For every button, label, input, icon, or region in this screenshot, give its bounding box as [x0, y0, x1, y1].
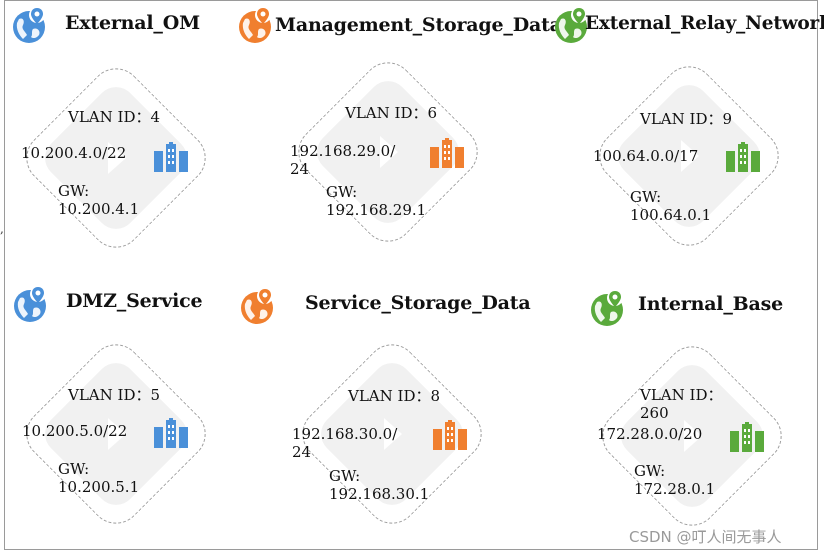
arrow-shape [384, 418, 402, 450]
arrow-shape [108, 142, 126, 174]
network-card [588, 55, 790, 257]
arrow-shape [108, 418, 126, 450]
globe-location-pin-icon [239, 7, 271, 43]
subnet-cidr: 10.200.5.0/22 [22, 422, 128, 440]
network-card [591, 335, 793, 537]
vlan-id-label: VLAN ID：5 [68, 386, 161, 404]
gateway-value: 192.168.30.1 [329, 485, 430, 503]
globe-location-pin-icon [13, 7, 45, 43]
network-title: Internal_Base [638, 293, 783, 315]
subnet-cidr: 10.200.4.0/22 [21, 144, 127, 162]
network-card [287, 51, 489, 253]
vlan-id-value: 260 [640, 404, 669, 422]
network-title: Management_Storage_Data [275, 14, 562, 36]
network-title: DMZ_Service [66, 290, 203, 312]
gateway-value: 10.200.4.1 [58, 200, 140, 218]
arrow-shape [380, 136, 398, 168]
network-card [15, 333, 217, 535]
building-icon [154, 418, 188, 448]
globe-location-pin-icon [591, 290, 623, 326]
subnet-cidr: 192.168.30.0/ [292, 425, 398, 443]
building-icon [726, 142, 760, 172]
gateway-value: 192.168.29.1 [326, 201, 427, 219]
subnet-cidr: 100.64.0.0/17 [593, 147, 699, 165]
subnet-cidr: 192.168.29.0/ [290, 142, 396, 160]
building-icon [730, 422, 764, 452]
vlan-id-label: VLAN ID：9 [640, 110, 733, 128]
watermark-text: CSDN @叮人间无事人 [629, 528, 782, 546]
vlan-id-label: VLAN ID： [640, 386, 723, 404]
gateway-label: GW: [329, 467, 361, 485]
stray-comma: , [0, 222, 4, 236]
globe-location-pin-icon [241, 288, 273, 324]
subnet-cidr-suffix: 24 [292, 443, 312, 461]
vlan-id-label: VLAN ID：8 [348, 387, 441, 405]
network-title: Service_Storage_Data [305, 292, 531, 314]
globe-location-pin-icon [555, 7, 587, 43]
gateway-label: GW: [58, 460, 90, 478]
gateway-label: GW: [630, 188, 662, 206]
network-title: External_OM [65, 12, 200, 34]
arrow-shape [684, 420, 702, 452]
arrow-shape [681, 140, 699, 172]
gateway-value: 10.200.5.1 [58, 478, 140, 496]
building-icon [430, 138, 464, 168]
gateway-label: GW: [634, 462, 666, 480]
building-icon [433, 420, 467, 450]
building-icon [154, 142, 188, 172]
gateway-value: 100.64.0.1 [630, 206, 712, 224]
gateway-label: GW: [326, 183, 358, 201]
subnet-cidr-suffix: 24 [290, 160, 310, 178]
network-title: External_Relay_Network [585, 13, 824, 34]
subnet-cidr: 172.28.0.0/20 [597, 425, 703, 443]
vlan-id-label: VLAN ID：4 [68, 108, 161, 126]
gateway-label: GW: [58, 182, 90, 200]
globe-location-pin-icon [14, 286, 46, 322]
network-card [291, 333, 493, 535]
vlan-id-label: VLAN ID：6 [345, 104, 438, 122]
gateway-value: 172.28.0.1 [634, 480, 716, 498]
network-card [15, 57, 217, 259]
